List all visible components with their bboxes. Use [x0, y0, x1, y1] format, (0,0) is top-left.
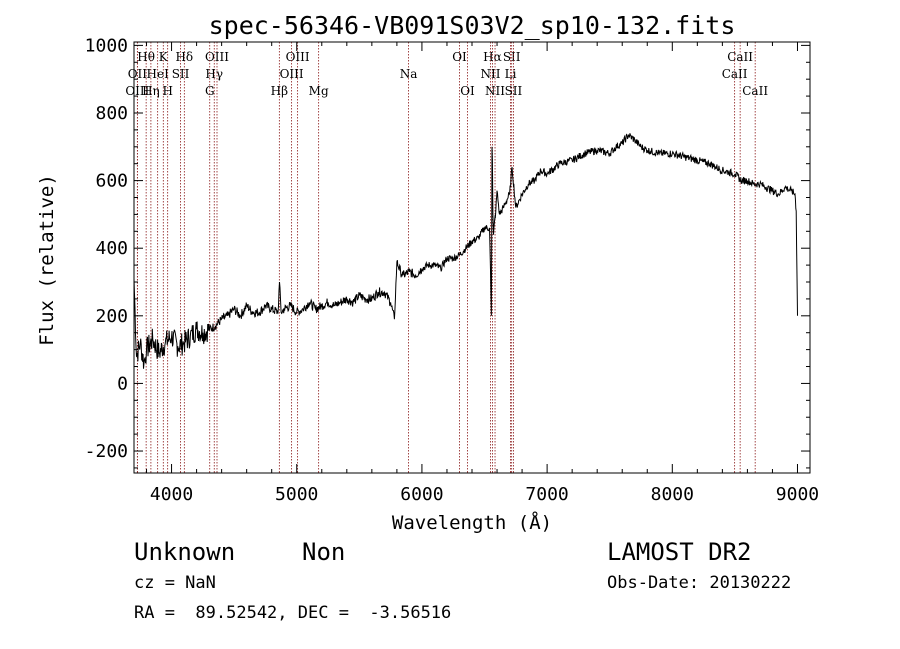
- line-marker-label: OIII: [125, 84, 149, 98]
- coordinates: RA = 89.52542, DEC = -3.56516: [134, 603, 452, 623]
- axes: 4000 5000 6000 7000 8000 9000 -200 0 200 400 600 80…: [85, 35, 820, 505]
- x-axis-label: Wavelength (Å): [392, 511, 552, 534]
- line-marker-label: Hη: [142, 84, 160, 98]
- y-tick-label: 200: [95, 306, 128, 327]
- y-tick-label: 0: [117, 373, 128, 394]
- plot-frame: [133, 41, 811, 474]
- line-marker-label: SII: [503, 50, 521, 64]
- line-marker-label: OI: [452, 50, 467, 64]
- x-tick-label: 9000: [776, 484, 819, 505]
- line-marker-label: K: [159, 50, 169, 64]
- line-marker-label: G: [205, 84, 215, 98]
- line-marker-label: Mg: [309, 84, 329, 98]
- x-tick-label: 6000: [400, 484, 443, 505]
- line-marker-label: Na: [400, 67, 418, 81]
- x-tick-label: 4000: [150, 484, 193, 505]
- y-tick-label: 600: [95, 171, 128, 192]
- object-type: Unknown: [134, 538, 236, 566]
- y-tick-label: 800: [95, 103, 128, 124]
- line-marker-label: CaII: [727, 50, 753, 64]
- line-marker-label: NII: [485, 84, 505, 98]
- line-marker-label: Hθ: [137, 50, 155, 64]
- line-marker-label: OIII: [280, 67, 304, 81]
- line-marker-label: OII: [128, 67, 148, 81]
- line-marker-label: Hγ: [205, 67, 223, 81]
- y-tick-label: -200: [85, 441, 128, 462]
- line-marker-label: CaII: [722, 67, 748, 81]
- line-marker-label: OIII: [205, 50, 229, 64]
- line-marker-label: Hα: [483, 50, 502, 64]
- line-marker-label: OIII: [286, 50, 310, 64]
- line-marker-label: NII: [481, 67, 501, 81]
- redshift-cz: cz = NaN: [134, 573, 216, 593]
- y-axis-label: Flux (relative): [36, 174, 58, 346]
- chart-title: spec-56346-VB091S03V2_sp10-132.fits: [209, 11, 736, 40]
- object-subtype: Non: [302, 538, 346, 566]
- survey-label: LAMOST DR2: [607, 538, 752, 566]
- line-marker-label: SII: [172, 67, 190, 81]
- x-tick-label: 8000: [651, 484, 694, 505]
- line-marker-label: Hδ: [175, 50, 193, 64]
- obs-date: Obs-Date: 20130222: [607, 573, 792, 593]
- line-marker-label: H: [162, 84, 172, 98]
- spectrum-line: [133, 133, 798, 369]
- line-marker-label: Li: [505, 67, 517, 81]
- y-tick-label: 1000: [85, 35, 128, 56]
- line-marker-label: SII: [505, 84, 523, 98]
- y-tick-label: 400: [95, 238, 128, 259]
- line-marker-label: CaII: [742, 84, 768, 98]
- line-marker-label: Hβ: [271, 84, 288, 98]
- line-marker-label: OI: [460, 84, 475, 98]
- x-tick-label: 7000: [525, 484, 568, 505]
- x-tick-label: 5000: [275, 484, 318, 505]
- line-marker-label: HeI: [147, 67, 170, 81]
